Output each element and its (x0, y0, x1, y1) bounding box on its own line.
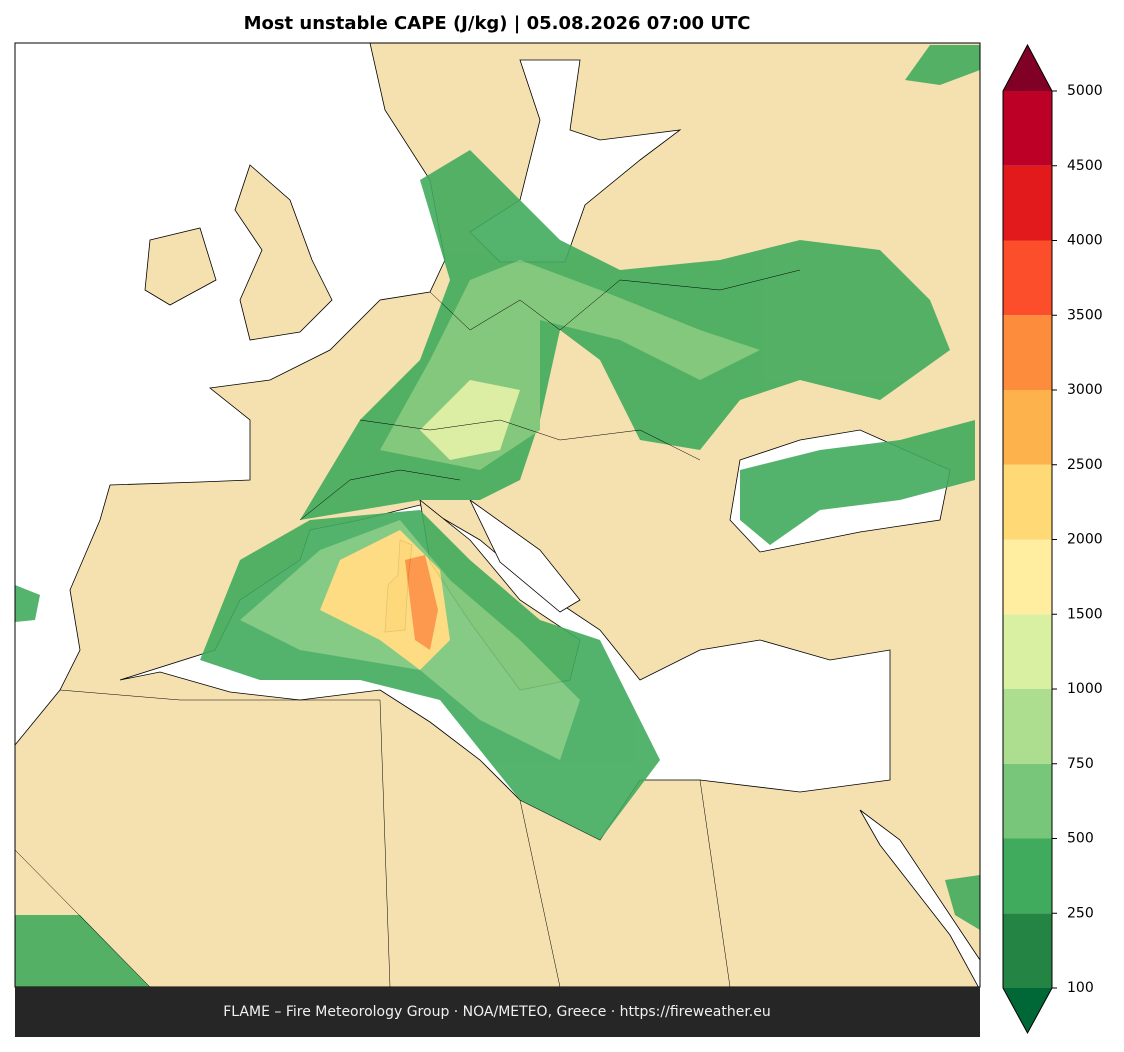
colorbar-tick-label: 4500 (1067, 158, 1103, 174)
footer-bar (15, 987, 980, 1037)
title: Most unstable CAPE (J/kg) | 05.08.2026 0… (244, 13, 751, 34)
cape-field (15, 45, 980, 987)
map (15, 43, 980, 987)
colorbar-tick-label: 2500 (1067, 457, 1103, 473)
colorbar-tick-label: 1000 (1067, 681, 1103, 697)
uk (234, 164, 333, 341)
adriatic (469, 499, 581, 613)
colorbar-segment (1003, 614, 1052, 689)
colorbar-tick-label: 750 (1067, 756, 1094, 772)
colorbar-tick-label: 1500 (1067, 606, 1103, 622)
ireland (144, 227, 217, 306)
colorbar-segment (1003, 464, 1052, 540)
colorbar-segment (1003, 689, 1052, 764)
colorbar-segment (1003, 165, 1052, 241)
colorbar-segment (1003, 838, 1052, 914)
colorbar-tick-label: 250 (1067, 905, 1094, 921)
colorbar-segment (1003, 240, 1052, 316)
colorbar-segment (1003, 91, 1052, 166)
colorbar-tick-label: 100 (1067, 980, 1094, 996)
colorbar-segment (1003, 390, 1052, 465)
colorbar-tick-label: 4000 (1067, 233, 1103, 249)
colorbar-under (1003, 988, 1052, 1033)
red-sea (859, 809, 980, 987)
borders (15, 269, 801, 987)
footer-text: FLAME – Fire Meteorology Group · NOA/MET… (223, 1004, 771, 1020)
colorbar-tick-label: 500 (1067, 831, 1094, 847)
colorbar-tick-label: 5000 (1067, 83, 1103, 99)
colorbar-tick-label: 3000 (1067, 382, 1103, 398)
colorbar-segment (1003, 913, 1052, 988)
colorbar-tick-label: 3500 (1067, 307, 1103, 323)
colorbar-tick-label: 2000 (1067, 532, 1103, 548)
colorbar-over (1003, 45, 1052, 91)
colorbar: 100 250 500 750 1000 1500 2000 2500 3000 3500 4000… (1002, 43, 1103, 1035)
colorbar-segment (1003, 763, 1052, 839)
colorbar-segment (1003, 539, 1052, 615)
colorbar-segment (1003, 315, 1052, 390)
